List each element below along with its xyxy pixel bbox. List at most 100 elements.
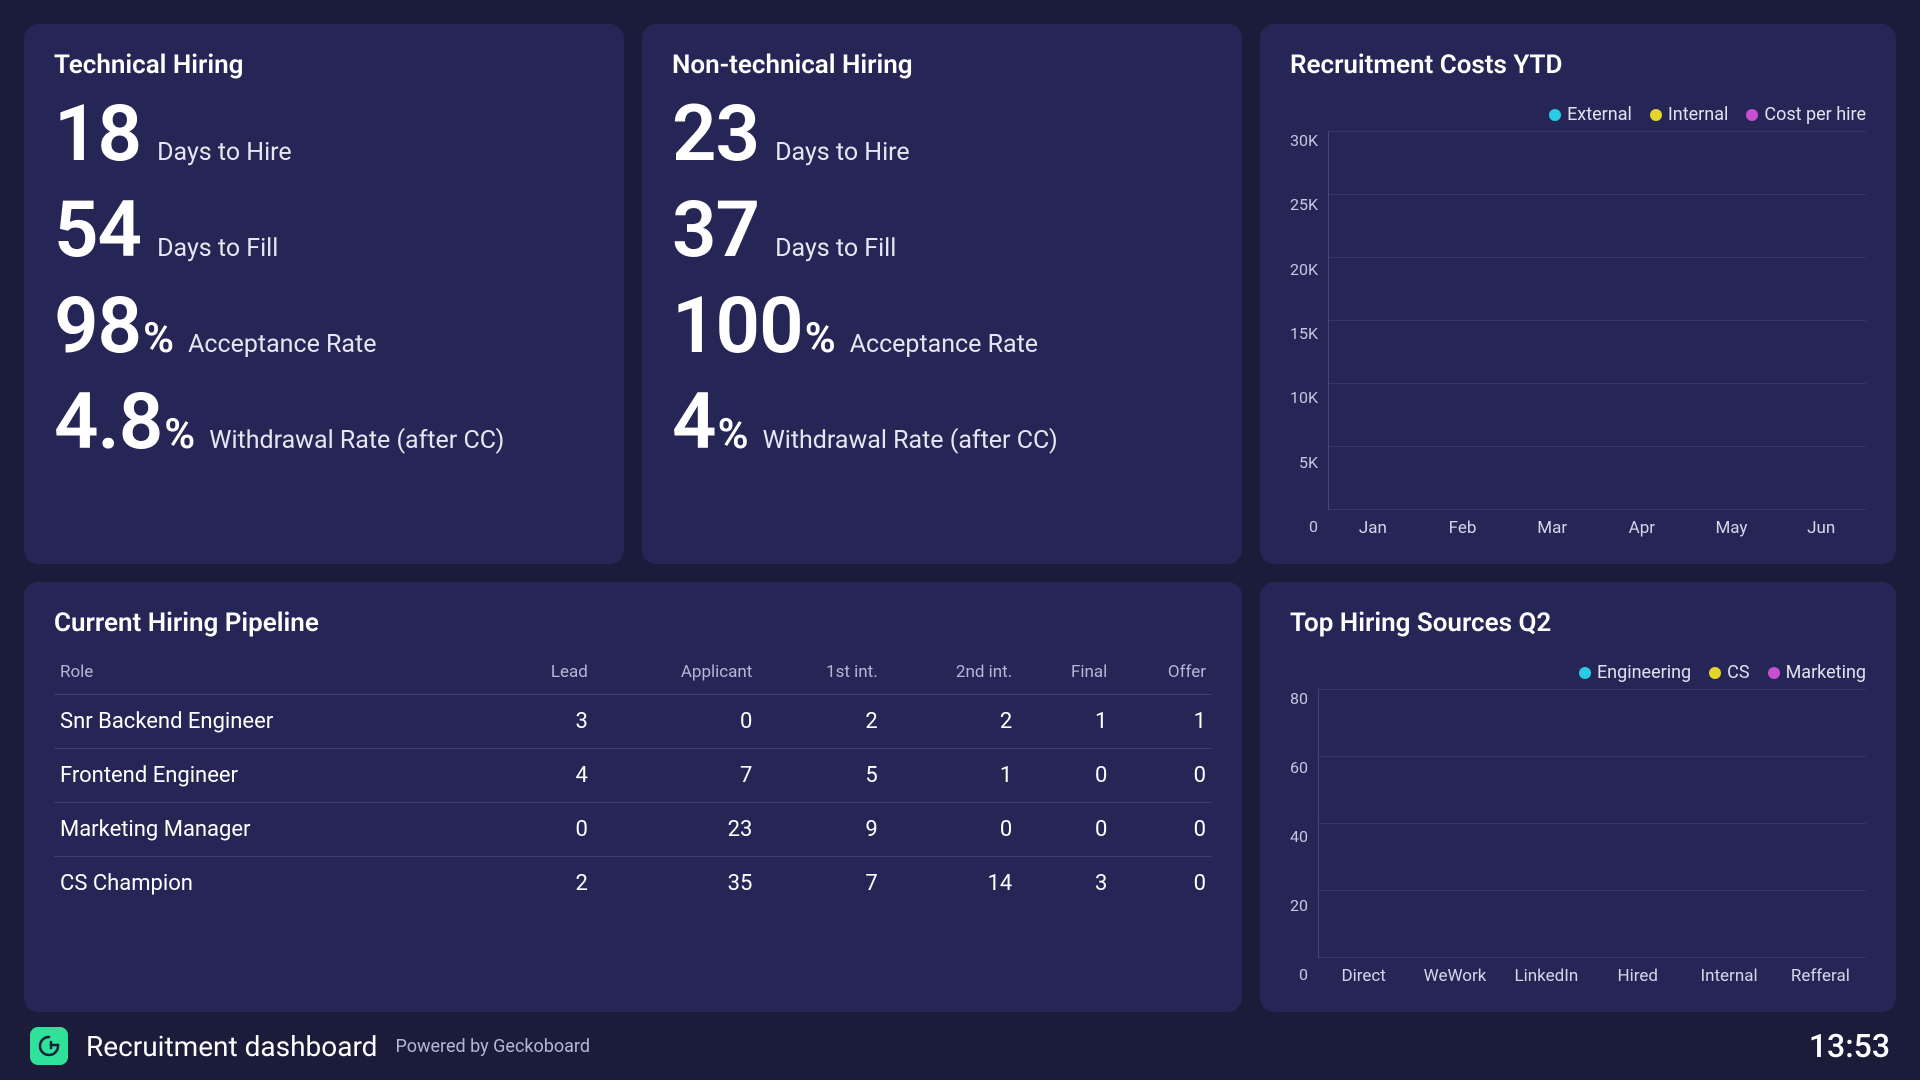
metric-value: 18 (54, 96, 141, 174)
table-cell: 3 (497, 695, 593, 749)
y-tick-label: 25K (1290, 195, 1318, 214)
legend-dot-icon (1746, 109, 1758, 121)
metric-unit: % (805, 314, 836, 363)
legend-label: External (1567, 104, 1632, 125)
legend-label: Cost per hire (1764, 104, 1866, 125)
metric-value: 54 (54, 192, 141, 270)
metric-value: 37 (672, 192, 759, 270)
metric-label: Days to Hire (775, 138, 910, 167)
costs-chart: ExternalInternalCost per hire 30K 25K 20K 1… (1290, 104, 1866, 538)
table-cell: 5 (758, 749, 883, 803)
sources-y-axis: 806040200 (1290, 689, 1318, 986)
legend-item: Marketing (1768, 662, 1866, 683)
metric-row: 4.8 % Withdrawal Rate (after CC) (54, 384, 594, 462)
metric-unit: % (143, 314, 174, 363)
metric-label: Acceptance Rate (188, 330, 376, 359)
x-tick-label: Hired (1592, 966, 1683, 986)
table-cell: 0 (884, 803, 1018, 857)
pipeline-column-header: Lead (497, 654, 593, 695)
x-tick-label: Apr (1597, 518, 1687, 538)
technical-title: Technical Hiring (54, 50, 594, 80)
pipeline-column-header: 2nd int. (884, 654, 1018, 695)
table-cell: Snr Backend Engineer (54, 695, 497, 749)
legend-label: CS (1727, 662, 1749, 683)
sources-title: Top Hiring Sources Q2 (1290, 608, 1866, 638)
x-tick-label: May (1687, 518, 1777, 538)
y-tick-label: 10K (1290, 388, 1318, 407)
y-tick-label: 30K (1290, 131, 1318, 150)
legend-item: CS (1709, 662, 1749, 683)
footer: Recruitment dashboard Powered by Geckobo… (24, 1012, 1896, 1080)
table-row: Snr Backend Engineer302211 (54, 695, 1212, 749)
table-cell: 2 (497, 857, 593, 911)
legend-label: Marketing (1786, 662, 1866, 683)
metric-label: Days to Fill (775, 234, 896, 263)
x-tick-label: Feb (1418, 518, 1508, 538)
table-cell: 3 (1018, 857, 1113, 911)
table-cell: 9 (758, 803, 883, 857)
y-tick-label: 40 (1290, 827, 1308, 846)
metric-value: 4 (672, 384, 716, 462)
pipeline-title: Current Hiring Pipeline (54, 608, 1212, 638)
table-cell: 1 (1113, 695, 1212, 749)
table-cell: 7 (594, 749, 758, 803)
metric-row: 37 Days to Fill (672, 192, 1212, 270)
table-cell: 7 (758, 857, 883, 911)
metric-value: 100 (672, 288, 803, 366)
table-cell: 2 (884, 695, 1018, 749)
sources-legend: EngineeringCSMarketing (1290, 662, 1866, 683)
table-cell: CS Champion (54, 857, 497, 911)
x-tick-label: Jan (1328, 518, 1418, 538)
metric-row: 98 % Acceptance Rate (54, 288, 594, 366)
costs-x-axis: JanFebMarAprMayJun (1328, 518, 1866, 538)
nontechnical-metrics: 23 Days to Hire 37 Days to Fill 100 % Ac… (672, 96, 1212, 462)
sources-x-axis: DirectWeWorkLinkedInHiredInternalReffera… (1318, 966, 1866, 986)
x-tick-label: Refferal (1775, 966, 1866, 986)
technical-hiring-card: Technical Hiring 18 Days to Hire 54 Days… (24, 24, 624, 564)
costs-legend: ExternalInternalCost per hire (1290, 104, 1866, 125)
y-tick-label: 15K (1290, 324, 1318, 343)
table-cell: Frontend Engineer (54, 749, 497, 803)
x-tick-label: Jun (1776, 518, 1866, 538)
table-row: Marketing Manager0239000 (54, 803, 1212, 857)
powered-by: Powered by Geckoboard (395, 1036, 590, 1057)
table-cell: 0 (1113, 749, 1212, 803)
y-tick-label: 20K (1290, 260, 1318, 279)
clock: 13:53 (1809, 1027, 1890, 1065)
y-tick-label: 60 (1290, 758, 1308, 777)
x-tick-label: Mar (1507, 518, 1597, 538)
costs-bars (1328, 131, 1866, 510)
pipeline-column-header: 1st int. (758, 654, 883, 695)
costs-y-axis: 30K25K20K15K10K5K0 (1290, 131, 1328, 538)
metric-unit: % (164, 410, 195, 459)
nontechnical-title: Non-technical Hiring (672, 50, 1212, 80)
x-tick-label: LinkedIn (1501, 966, 1592, 986)
table-cell: 0 (1113, 857, 1212, 911)
table-cell: 0 (1113, 803, 1212, 857)
dashboard-name: Recruitment dashboard (86, 1030, 377, 1063)
pipeline-card: Current Hiring Pipeline RoleLeadApplican… (24, 582, 1242, 1012)
metric-row: 100 % Acceptance Rate (672, 288, 1212, 366)
metric-label: Days to Hire (157, 138, 292, 167)
sources-chart: EngineeringCSMarketing 806040200 DirectW… (1290, 662, 1866, 986)
table-row: Frontend Engineer475100 (54, 749, 1212, 803)
table-cell: 0 (497, 803, 593, 857)
legend-dot-icon (1768, 667, 1780, 679)
x-tick-label: Internal (1683, 966, 1774, 986)
y-tick-label: 0 (1309, 517, 1318, 536)
pipeline-column-header: Role (54, 654, 497, 695)
table-cell: 0 (594, 695, 758, 749)
table-cell: 35 (594, 857, 758, 911)
metric-unit: % (718, 410, 749, 459)
x-tick-label: WeWork (1409, 966, 1500, 986)
nontechnical-hiring-card: Non-technical Hiring 23 Days to Hire 37 … (642, 24, 1242, 564)
table-cell: 0 (1018, 803, 1113, 857)
technical-metrics: 18 Days to Hire 54 Days to Fill 98 % Acc… (54, 96, 594, 462)
x-tick-label: Direct (1318, 966, 1409, 986)
table-cell: 4 (497, 749, 593, 803)
table-cell: 1 (884, 749, 1018, 803)
metric-value: 23 (672, 96, 759, 174)
pipeline-column-header: Offer (1113, 654, 1212, 695)
table-cell: 14 (884, 857, 1018, 911)
table-cell: 23 (594, 803, 758, 857)
